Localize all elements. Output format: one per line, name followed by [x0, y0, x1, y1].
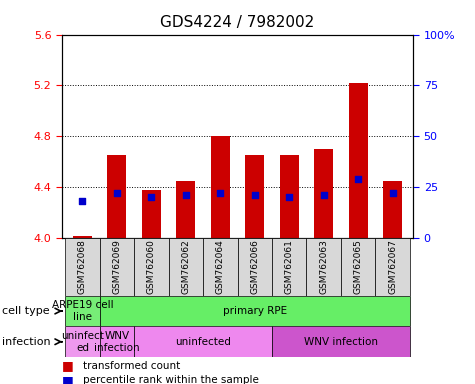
Bar: [65, 296, 100, 326]
Point: [320, 192, 327, 199]
Bar: [134, 238, 169, 296]
Text: GSM762061: GSM762061: [285, 240, 294, 294]
Point: [251, 192, 258, 199]
Bar: [100, 238, 134, 296]
Text: GSM762068: GSM762068: [78, 240, 87, 294]
Bar: [349, 83, 368, 238]
Text: GSM762065: GSM762065: [353, 240, 362, 294]
Text: cell type: cell type: [2, 306, 50, 316]
Text: percentile rank within the sample: percentile rank within the sample: [83, 375, 259, 384]
Bar: [272, 238, 306, 296]
Bar: [100, 326, 134, 357]
Text: WNV infection: WNV infection: [304, 337, 378, 347]
Point: [217, 190, 224, 196]
Point: [354, 176, 362, 182]
Bar: [306, 238, 341, 296]
Bar: [375, 238, 410, 296]
Bar: [134, 326, 272, 357]
Point: [113, 190, 121, 196]
Bar: [107, 156, 126, 238]
Text: uninfected: uninfected: [175, 337, 231, 347]
Text: GSM762060: GSM762060: [147, 240, 156, 294]
Bar: [65, 238, 100, 296]
Bar: [280, 156, 299, 238]
Text: primary RPE: primary RPE: [223, 306, 287, 316]
Point: [285, 194, 293, 200]
Text: GSM762067: GSM762067: [388, 240, 397, 294]
Bar: [169, 238, 203, 296]
Point: [182, 192, 190, 199]
Text: ARPE19 cell
line: ARPE19 cell line: [52, 300, 113, 322]
Text: ■: ■: [62, 359, 74, 372]
Bar: [341, 238, 375, 296]
Text: GSM762062: GSM762062: [181, 240, 190, 294]
Text: infection: infection: [2, 337, 51, 347]
Text: GSM762069: GSM762069: [113, 240, 122, 294]
Bar: [211, 136, 230, 238]
Point: [148, 194, 155, 200]
Bar: [176, 181, 195, 238]
Text: GDS4224 / 7982002: GDS4224 / 7982002: [161, 15, 314, 30]
Bar: [238, 238, 272, 296]
Text: WNV
infection: WNV infection: [94, 331, 140, 353]
Text: GSM762066: GSM762066: [250, 240, 259, 294]
Point: [389, 190, 396, 196]
Text: uninfect
ed: uninfect ed: [61, 331, 104, 353]
Text: ■: ■: [62, 374, 74, 384]
Bar: [142, 190, 161, 238]
Bar: [314, 149, 333, 238]
Bar: [73, 235, 92, 238]
Bar: [65, 326, 100, 357]
Bar: [245, 156, 264, 238]
Text: GSM762063: GSM762063: [319, 240, 328, 294]
Bar: [272, 326, 410, 357]
Bar: [100, 296, 410, 326]
Text: GSM762064: GSM762064: [216, 240, 225, 294]
Bar: [383, 181, 402, 238]
Text: transformed count: transformed count: [83, 361, 180, 371]
Bar: [203, 238, 238, 296]
Point: [79, 199, 86, 205]
